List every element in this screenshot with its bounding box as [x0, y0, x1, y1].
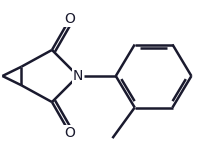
Text: O: O	[64, 12, 75, 26]
Text: N: N	[73, 69, 83, 83]
Text: O: O	[64, 126, 75, 140]
